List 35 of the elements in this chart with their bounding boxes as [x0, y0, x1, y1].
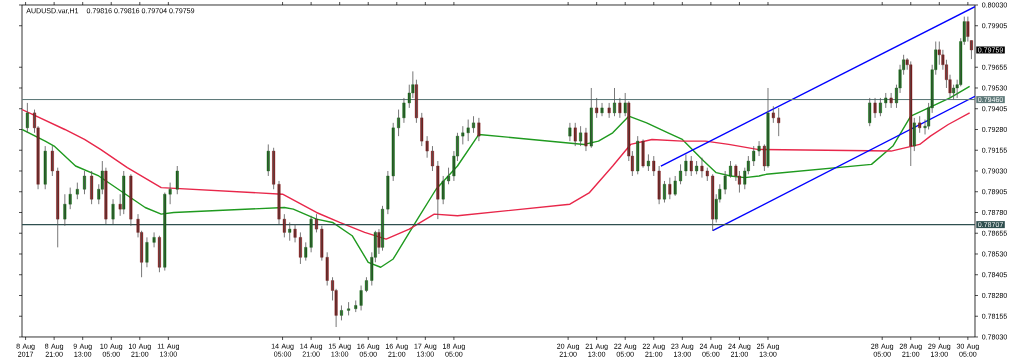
candlestick — [589, 87, 593, 149]
candlestick — [266, 144, 270, 177]
candlestick — [884, 92, 888, 109]
candlestick — [918, 115, 922, 134]
candlestick — [695, 160, 699, 175]
candlestick — [777, 107, 781, 137]
candlestick — [607, 102, 611, 119]
candlestick — [436, 160, 440, 220]
candlestick — [25, 102, 29, 134]
line-series — [22, 85, 971, 268]
candlestick — [56, 167, 60, 248]
line-series — [22, 108, 971, 240]
candlestick — [90, 170, 94, 205]
candlestick — [668, 177, 672, 200]
candlestick — [868, 97, 872, 127]
candlestick — [711, 173, 715, 232]
candlestick — [595, 97, 599, 119]
candlestick — [347, 301, 351, 316]
candlestick — [447, 167, 450, 185]
candlestick — [646, 153, 650, 172]
candlestick — [673, 175, 677, 197]
candlestick — [600, 102, 604, 117]
candlestick — [50, 145, 54, 177]
candlestick — [573, 122, 577, 147]
candlestick — [636, 135, 640, 175]
candlestick — [175, 165, 179, 195]
candlestick — [889, 92, 893, 109]
candlestick — [122, 170, 126, 215]
candlestick — [43, 145, 47, 190]
candlestick — [75, 182, 79, 200]
candlestick — [689, 155, 693, 177]
candlestick — [441, 175, 445, 205]
candlestick — [909, 61, 913, 167]
candlestick — [288, 222, 292, 242]
candlestick — [771, 105, 775, 124]
